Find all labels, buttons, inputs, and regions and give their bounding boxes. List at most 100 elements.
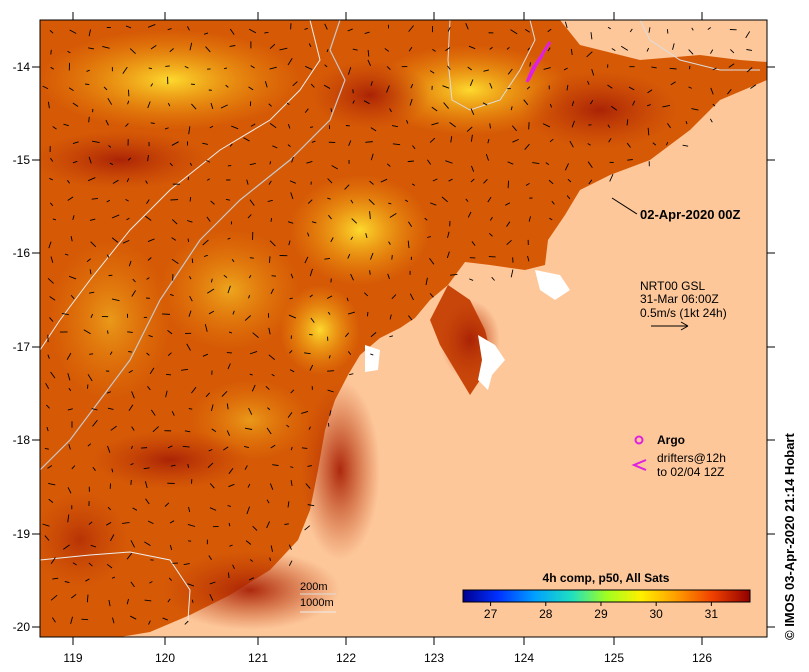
current-arrow [412, 145, 416, 150]
current-arrow [290, 192, 294, 200]
current-arrow [507, 68, 513, 75]
current-arrow [208, 449, 213, 452]
current-arrow [187, 524, 196, 527]
current-arrow [227, 363, 231, 370]
current-arrow [542, 123, 551, 128]
current-arrow [407, 240, 410, 249]
current-arrow [130, 463, 134, 466]
current-arrow [183, 563, 190, 566]
contour-1000m [447, 20, 536, 111]
current-arrow [346, 297, 349, 302]
current-arrow [106, 563, 113, 569]
current-arrow [150, 122, 155, 124]
current-arrow [244, 465, 248, 470]
current-legend-line3: 0.5m/s (1kt 24h) [640, 306, 727, 320]
current-arrow [445, 160, 453, 164]
x-tick-label: 120 [155, 651, 175, 665]
current-arrow [187, 583, 195, 587]
current-arrow [287, 221, 294, 224]
current-arrow [106, 522, 112, 526]
current-arrow [63, 123, 69, 127]
current-arrow [669, 67, 677, 70]
current-arrow [146, 277, 150, 280]
current-arrow [50, 557, 56, 564]
current-arrow [42, 523, 50, 527]
current-arrow [46, 426, 49, 432]
current-arrow [86, 69, 90, 72]
y-tick-label: -18 [13, 433, 31, 447]
current-arrow [327, 178, 333, 184]
x-tick-label: 122 [336, 651, 356, 665]
current-arrow [248, 28, 257, 34]
current-arrow [205, 46, 211, 53]
current-arrow [125, 123, 129, 127]
current-arrow [409, 293, 414, 301]
current-arrow [85, 578, 90, 582]
current-arrow [548, 179, 554, 185]
y-tick-label: -14 [13, 60, 31, 74]
current-arrow [189, 295, 193, 302]
current-arrow [506, 240, 512, 245]
current-arrow [607, 84, 613, 89]
current-arrow [386, 85, 390, 93]
current-arrow [424, 217, 428, 221]
current-arrow [70, 294, 75, 300]
current-arrow [210, 102, 214, 110]
current-arrow [202, 239, 209, 246]
current-arrow [126, 552, 133, 560]
current-arrow [207, 288, 215, 294]
current-arrow [112, 617, 115, 624]
current-arrow [370, 127, 377, 132]
current-arrow [301, 410, 309, 414]
y-tick-label: -17 [13, 340, 31, 354]
current-arrow [590, 32, 593, 40]
current-arrow [250, 123, 256, 127]
x-tick-label: 121 [248, 651, 268, 665]
current-arrow [307, 504, 315, 507]
current-arrow [370, 332, 377, 338]
current-arrow [267, 407, 271, 411]
current-arrow [549, 138, 554, 143]
current-arrow [50, 594, 58, 601]
current-arrow [290, 389, 295, 394]
current-arrow [231, 125, 239, 130]
current-arrow [363, 292, 369, 297]
current-arrow [527, 47, 530, 51]
current-arrow [127, 157, 132, 161]
colorbar-tick-label: 29 [594, 607, 608, 621]
current-arrow [389, 335, 394, 338]
current-arrow [666, 29, 669, 34]
y-tick-label: -16 [13, 246, 31, 260]
current-arrow [489, 216, 493, 221]
current-arrow [528, 216, 531, 222]
x-tick-label: 126 [692, 651, 712, 665]
sst-warm-patch [50, 240, 170, 400]
current-arrow [347, 311, 356, 315]
current-arrow [149, 581, 153, 584]
current-arrow [305, 483, 311, 489]
current-arrow [587, 143, 591, 146]
current-arrow [287, 144, 291, 147]
current-arrow [167, 28, 172, 31]
current-arrow [709, 118, 713, 123]
current-arrow [532, 162, 540, 165]
current-arrow [187, 238, 190, 242]
current-arrow [545, 162, 550, 165]
current-arrow [91, 408, 98, 411]
current-arrow [68, 444, 71, 450]
current-arrow [150, 409, 156, 416]
current-arrow [210, 200, 215, 205]
current-arrow [71, 465, 76, 470]
current-arrow [327, 389, 334, 393]
current-arrow [203, 254, 208, 257]
current-arrow [667, 123, 671, 129]
current-arrow [448, 178, 453, 182]
current-arrow [52, 126, 57, 130]
current-arrow [147, 257, 152, 261]
current-arrow [408, 315, 413, 321]
drifter-track-icon [631, 459, 647, 471]
current-arrow [229, 143, 233, 147]
current-legend-line1: NRT00 GSL [640, 279, 705, 293]
current-arrow [206, 178, 210, 181]
current-arrow [505, 202, 511, 206]
